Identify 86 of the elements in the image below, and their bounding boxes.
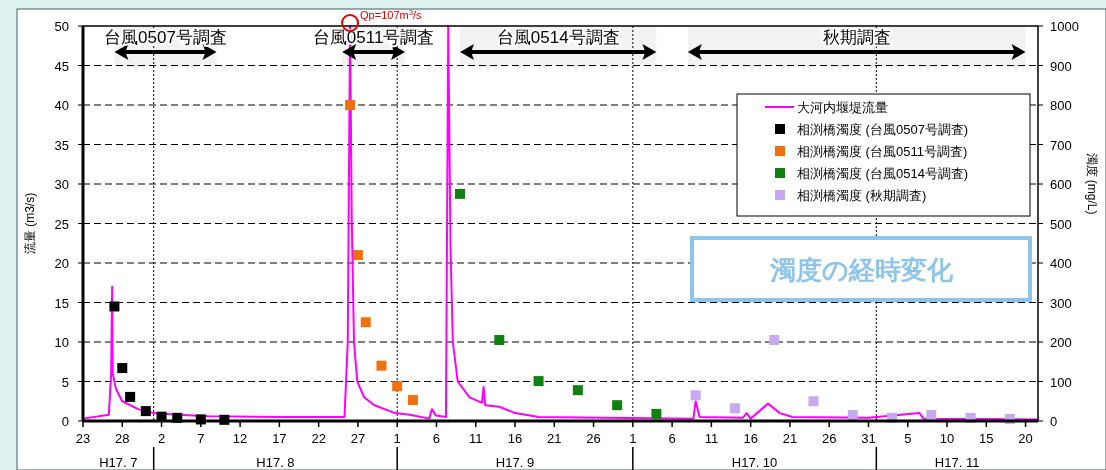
y2-tick-label: 200 (1050, 335, 1072, 350)
point (494, 335, 505, 346)
x-tick-label: 22 (311, 431, 326, 446)
y2-tick-label: 100 (1050, 374, 1072, 390)
x-tick-label: 26 (821, 431, 837, 446)
x-tick-label: 11 (468, 431, 483, 446)
point (360, 317, 371, 328)
legend-label: 相渕橋濁度 (秋期調査) (797, 188, 927, 203)
x-tick-label: 1 (393, 431, 401, 446)
y2-tick-label: 900 (1050, 58, 1072, 74)
point (376, 360, 387, 371)
point (612, 400, 623, 411)
x-tick-label: 31 (861, 431, 876, 446)
legend-label: 相渕橋濁度 (台風0514号調査) (797, 166, 969, 181)
point (847, 410, 858, 421)
x-tick-label: 28 (115, 431, 130, 446)
y2-tick-label: 600 (1050, 177, 1072, 192)
point (690, 390, 701, 401)
y-tick-label: 35 (54, 137, 69, 153)
y-tick-label: 10 (54, 335, 69, 350)
point (651, 408, 662, 419)
point (407, 395, 418, 406)
point (109, 301, 120, 312)
x-tick-label: 21 (782, 431, 798, 446)
x-tick-label: 17 (272, 431, 287, 446)
band-label: 台風0507号調査 (104, 28, 227, 47)
y2-tick-label: 800 (1050, 98, 1072, 113)
y-tick-label: 0 (61, 414, 69, 429)
y2-tick-label: 300 (1050, 295, 1072, 311)
y2-tick-label: 400 (1050, 256, 1072, 271)
legend-label: 相渕橋濁度 (台風0507号調査) (797, 122, 969, 137)
band-label: 秋期調査 (822, 28, 891, 47)
text: H17. 8 (256, 455, 295, 470)
point (729, 403, 740, 414)
x-tick-label: 26 (586, 431, 601, 446)
y-tick-label: 15 (54, 295, 69, 311)
point (455, 188, 466, 199)
text: H17. 9 (495, 455, 535, 470)
point (140, 406, 151, 417)
y2-tick-label: 500 (1050, 216, 1072, 232)
point (769, 335, 780, 346)
y-axis-title: 流量 (m3/s) (23, 192, 37, 255)
x-tick-label: 1 (629, 431, 637, 446)
point (125, 391, 136, 402)
x-tick-label: 16 (743, 431, 758, 446)
y2-tick-label: 1000 (1050, 19, 1079, 34)
y-tick-label: 45 (54, 58, 69, 74)
point (808, 396, 819, 407)
y-tick-label: 5 (61, 374, 69, 390)
point (392, 381, 403, 392)
y-tick-label: 40 (54, 98, 69, 113)
y2-tick-label: 700 (1050, 137, 1072, 153)
y2-axis-title: 濁度 (mg/L) (1085, 152, 1099, 215)
x-tick-label: 15 (979, 431, 994, 446)
text: H17. 11 (934, 455, 980, 470)
y-tick-label: 50 (54, 19, 69, 34)
band-label: 台風0514号調査 (496, 28, 620, 47)
x-tick-label: 27 (350, 431, 366, 446)
x-tick-label: 7 (197, 431, 205, 446)
x-tick-label: 6 (668, 431, 676, 446)
x-tick-label: 11 (704, 431, 719, 446)
point (345, 100, 356, 110)
y2-tick-label: 0 (1050, 414, 1058, 429)
point (117, 363, 128, 374)
point (352, 250, 363, 261)
x-tick-label: 16 (507, 431, 523, 446)
y-tick-label: 30 (54, 177, 69, 192)
annotation: 濁度の経時変化 (768, 255, 954, 285)
x-tick-label: 12 (232, 431, 248, 446)
text: H17. 7 (99, 455, 138, 470)
point (533, 376, 544, 387)
x-tick-label: 21 (547, 431, 562, 446)
x-tick-label: 2 (157, 431, 166, 446)
x-tick-label: 6 (432, 431, 441, 446)
point (572, 385, 583, 396)
text: H17. 10 (731, 455, 778, 470)
x-tick-label: 10 (939, 431, 955, 446)
y-tick-label: 20 (54, 256, 69, 271)
annotation: Qp=107m$^{3}$/s (360, 7, 423, 21)
point (926, 410, 937, 421)
x-tick-label: 5 (904, 431, 912, 446)
legend-label: 相渕橋濁度 (台風0511号調査) (797, 144, 968, 159)
x-tick-label: 23 (75, 431, 91, 446)
y-tick-label: 25 (54, 216, 69, 232)
x-tick-label: 20 (1018, 431, 1033, 446)
legend-label: 大河内堰堤流量 (797, 100, 888, 115)
